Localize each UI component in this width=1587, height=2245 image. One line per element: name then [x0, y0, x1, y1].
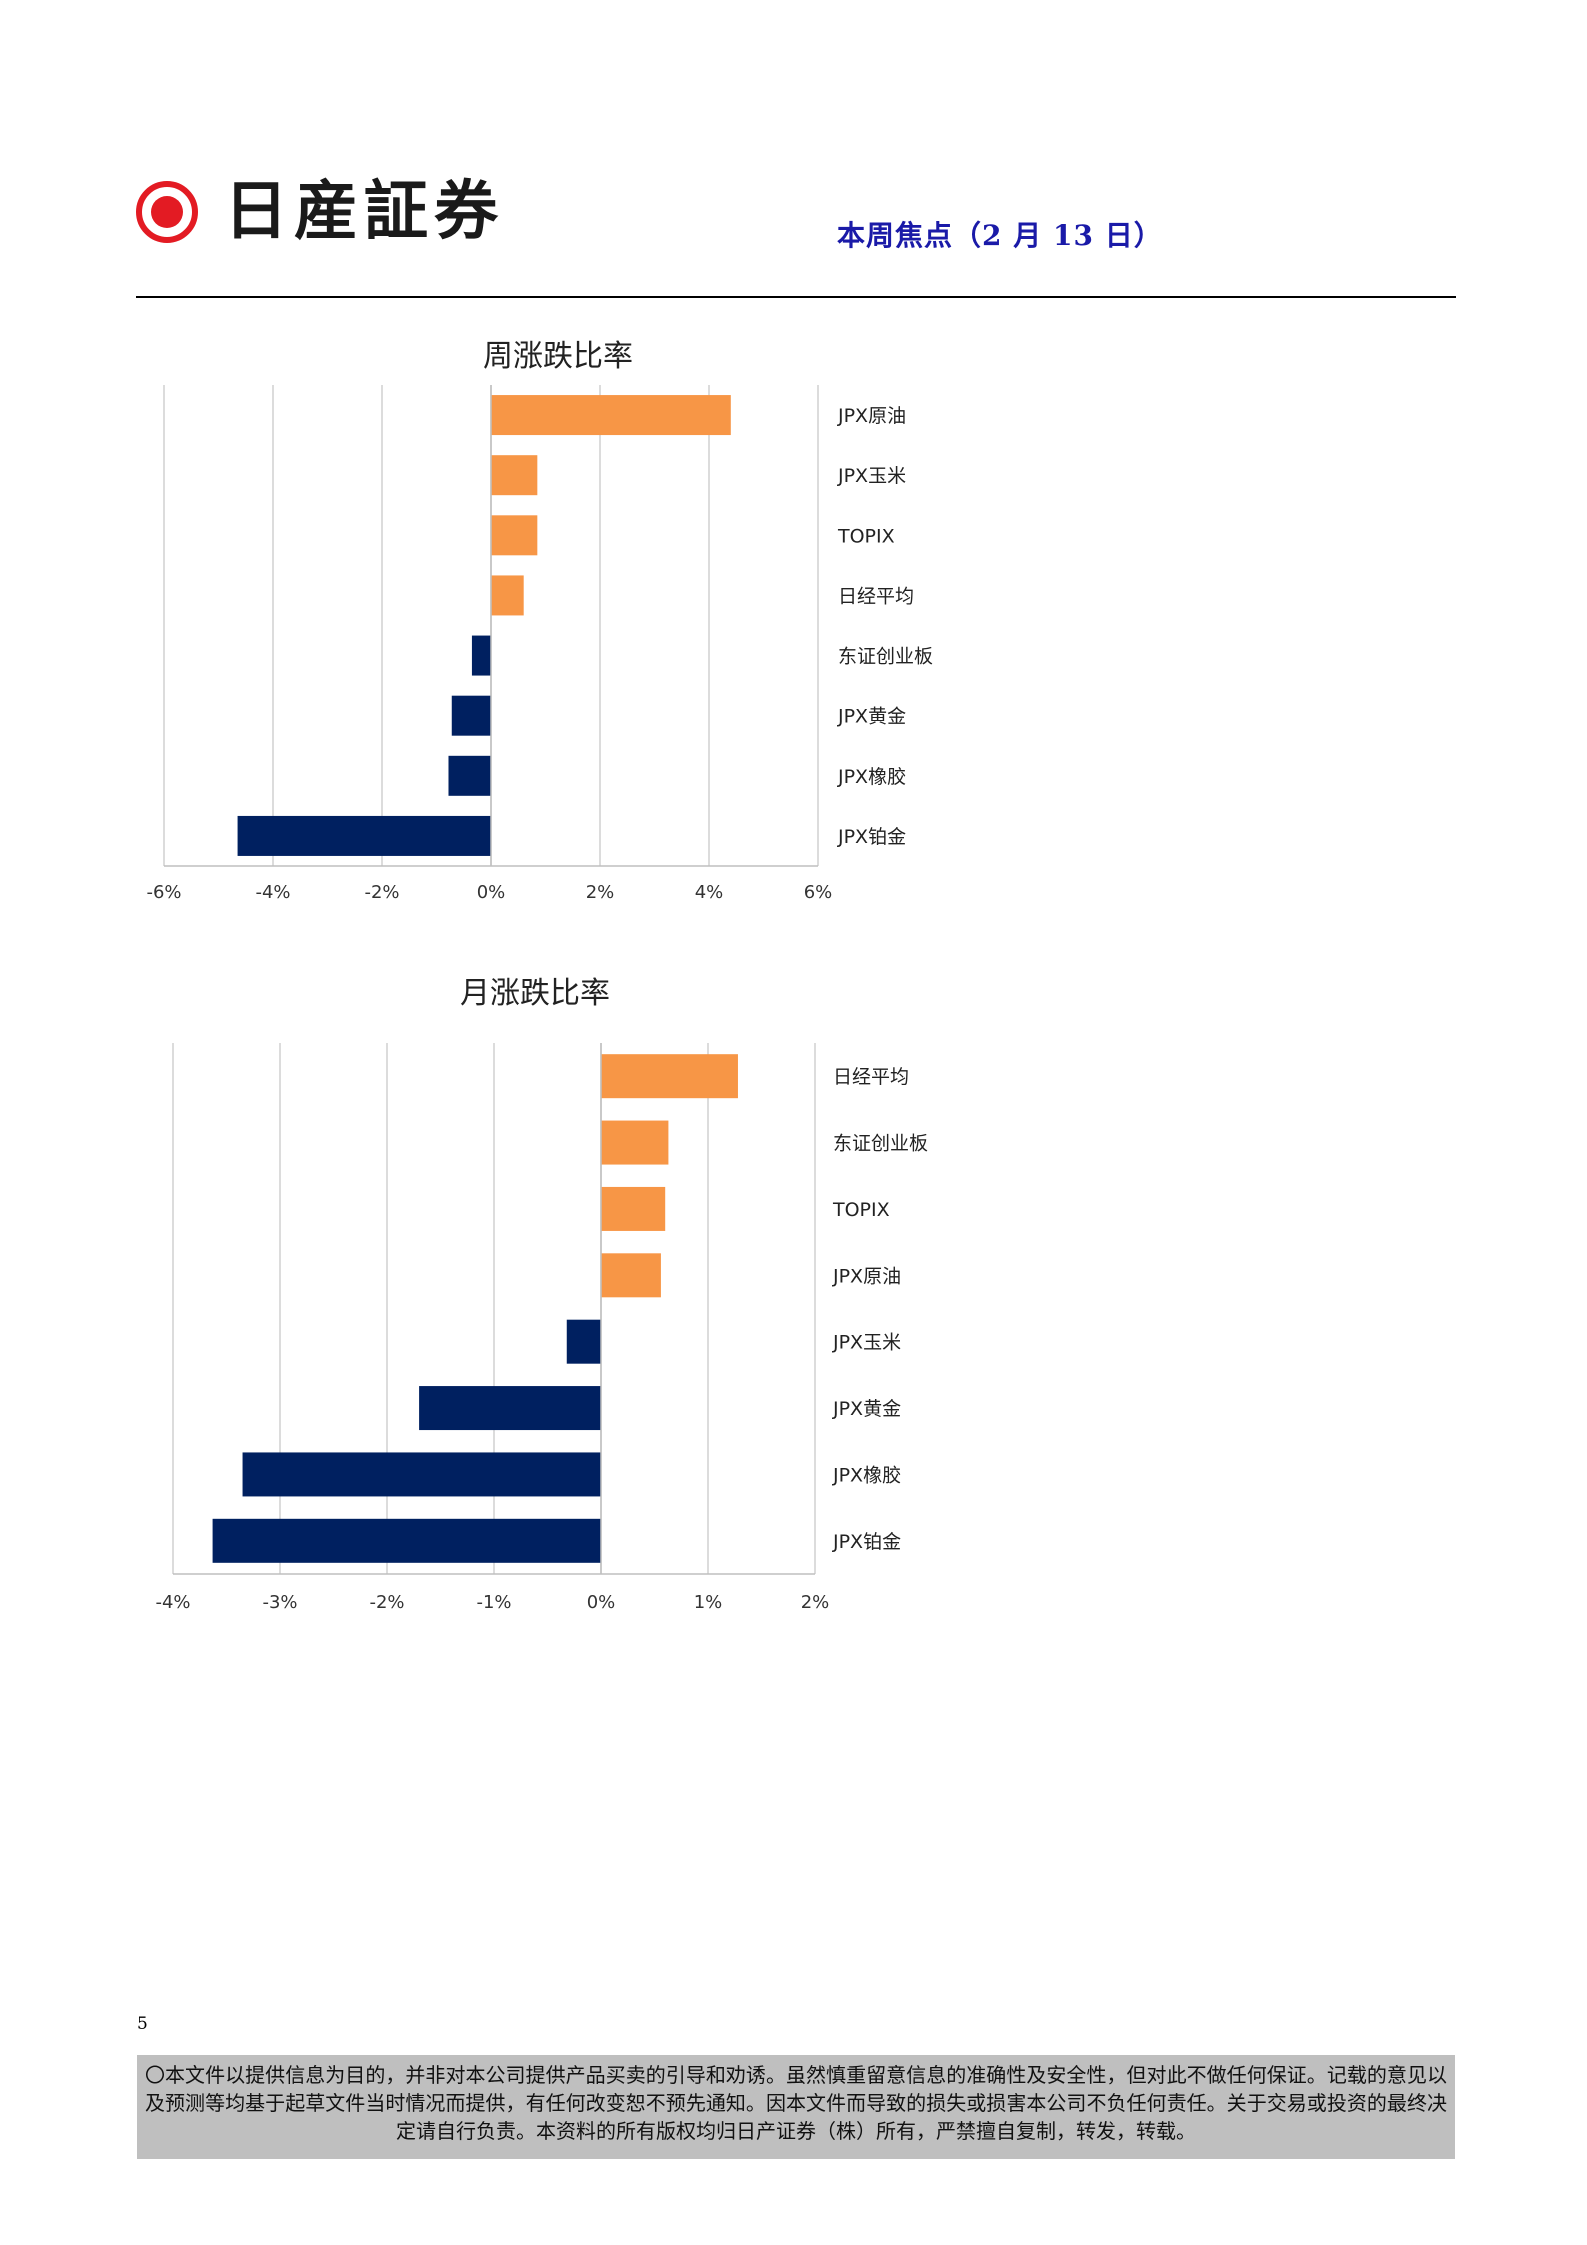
bar	[601, 1120, 669, 1165]
company-logo: 日産証券	[136, 172, 504, 252]
x-tick-label: -2%	[364, 882, 399, 903]
x-tick-label: 4%	[695, 882, 724, 903]
bar	[491, 515, 538, 556]
header-divider	[136, 296, 1456, 298]
chart-1: 周涨跌比率 -6% -4% -2% 0% 2% 4% 6% JPX原油 JPX玉米 TOPIX 日经平…	[146, 339, 933, 903]
x-tick-label: 2%	[586, 882, 615, 903]
category-label: 日经平均	[838, 585, 914, 607]
category-label: JPX铂金	[837, 826, 906, 848]
bar	[491, 395, 731, 436]
category-label: JPX黄金	[832, 1398, 901, 1420]
bar	[212, 1518, 601, 1563]
bar	[601, 1186, 666, 1231]
chart-title: 周涨跌比率	[483, 339, 633, 374]
bar	[491, 575, 524, 616]
bar	[491, 455, 538, 496]
bar	[242, 1452, 602, 1497]
category-label: JPX铂金	[832, 1531, 901, 1553]
x-tick-label: -3%	[262, 1592, 297, 1613]
category-label: JPX玉米	[837, 465, 906, 487]
chart-title: 月涨跌比率	[460, 976, 610, 1011]
bar	[601, 1253, 661, 1298]
x-tick-label: 0%	[587, 1592, 616, 1613]
disclaimer-box: 〇本文件以提供信息为目的，并非对本公司提供产品买卖的引导和劝诱。虽然慎重留意信息…	[137, 2055, 1455, 2159]
category-label: JPX橡胶	[837, 766, 906, 788]
category-label: 东证创业板	[838, 646, 933, 668]
company-name: 日産証券	[224, 175, 504, 249]
x-tick-label: -2%	[369, 1592, 404, 1613]
x-tick-label: -1%	[476, 1592, 511, 1613]
category-label: TOPIX	[837, 525, 895, 547]
bar	[471, 635, 491, 676]
page-number: 5	[137, 2014, 148, 2034]
x-tick-label: 0%	[477, 882, 506, 903]
category-label: JPX原油	[837, 405, 906, 427]
category-label: 日经平均	[833, 1066, 909, 1088]
x-tick-label: -4%	[155, 1592, 190, 1613]
category-label: JPX原油	[832, 1265, 901, 1287]
category-label: JPX橡胶	[832, 1464, 901, 1486]
bar	[566, 1319, 601, 1364]
bar	[601, 1054, 738, 1099]
bar	[419, 1386, 601, 1431]
category-label: 东证创业板	[833, 1133, 928, 1155]
x-tick-label: 2%	[801, 1592, 830, 1613]
x-tick-label: 1%	[694, 1592, 723, 1613]
category-label: TOPIX	[832, 1199, 890, 1221]
bar	[448, 755, 491, 796]
x-tick-label: -6%	[146, 882, 181, 903]
x-tick-label: -4%	[255, 882, 290, 903]
logo-circle-icon	[136, 181, 198, 243]
bar	[451, 695, 491, 736]
disclaimer-text: 〇本文件以提供信息为目的，并非对本公司提供产品买卖的引导和劝诱。虽然慎重留意信息…	[145, 2063, 1447, 2143]
category-label: JPX玉米	[832, 1332, 901, 1354]
x-tick-label: 6%	[804, 882, 833, 903]
category-label: JPX黄金	[837, 706, 906, 728]
report-title: 本周焦点（2 月 13 日）	[837, 219, 1163, 252]
bar	[237, 815, 491, 856]
